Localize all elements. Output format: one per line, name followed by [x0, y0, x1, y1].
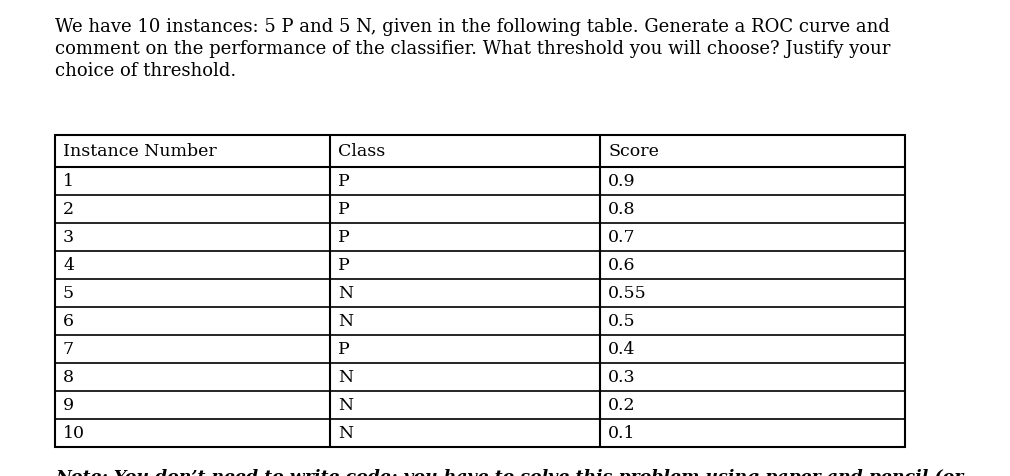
Text: P: P [338, 172, 349, 189]
Text: comment on the performance of the classifier. What threshold you will choose? Ju: comment on the performance of the classi… [55, 40, 891, 58]
Text: N: N [338, 368, 354, 386]
Text: N: N [338, 425, 354, 442]
Text: 0.9: 0.9 [608, 172, 635, 189]
Text: 3: 3 [63, 228, 74, 246]
Text: 6: 6 [63, 313, 74, 329]
Text: 0.6: 0.6 [608, 257, 635, 274]
Text: N: N [338, 313, 354, 329]
Text: 0.1: 0.1 [608, 425, 635, 442]
Bar [55, 135, 905, 447]
Text: N: N [338, 397, 354, 414]
Text: 1: 1 [63, 172, 74, 189]
Text: We have 10 instances: 5 P and 5 N, given in the following table. Generate a ROC : We have 10 instances: 5 P and 5 N, given… [55, 18, 890, 36]
Text: P: P [338, 340, 349, 357]
Text: Score: Score [608, 142, 659, 159]
Text: P: P [338, 257, 349, 274]
Text: 0.3: 0.3 [608, 368, 635, 386]
Text: 2: 2 [63, 200, 74, 218]
Text: Instance Number: Instance Number [63, 142, 217, 159]
Text: 0.55: 0.55 [608, 285, 646, 301]
Text: Class: Class [338, 142, 385, 159]
Text: 0.2: 0.2 [608, 397, 635, 414]
Text: 0.7: 0.7 [608, 228, 635, 246]
Text: 8: 8 [63, 368, 74, 386]
Text: 5: 5 [63, 285, 74, 301]
Text: 0.5: 0.5 [608, 313, 635, 329]
Text: 9: 9 [63, 397, 74, 414]
Text: P: P [338, 200, 349, 218]
Text: Note: You don’t need to write code; you have to solve this problem using paper a: Note: You don’t need to write code; you … [55, 469, 964, 476]
Text: N: N [338, 285, 354, 301]
Text: 4: 4 [63, 257, 74, 274]
Text: 0.8: 0.8 [608, 200, 635, 218]
Text: 0.4: 0.4 [608, 340, 635, 357]
Text: P: P [338, 228, 349, 246]
Text: 10: 10 [63, 425, 85, 442]
Text: choice of threshold.: choice of threshold. [55, 62, 236, 80]
Text: 7: 7 [63, 340, 74, 357]
